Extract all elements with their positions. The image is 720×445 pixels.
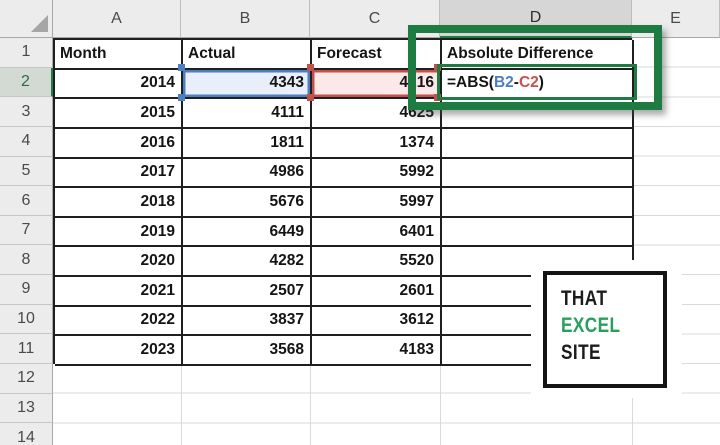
row-header-6[interactable]: 6: [0, 186, 53, 216]
cell-D3[interactable]: [442, 99, 634, 129]
select-all-button[interactable]: [0, 0, 53, 38]
logo-box: THAT EXCEL SITE: [543, 271, 667, 388]
cell-B2[interactable]: 4343: [183, 69, 312, 100]
row-header-12[interactable]: 12: [0, 364, 53, 394]
cell-C7[interactable]: 6401: [312, 217, 442, 248]
row-header-9[interactable]: 9: [0, 275, 53, 305]
active-cell-border: [437, 64, 637, 100]
cell-C10[interactable]: 3612: [312, 306, 442, 337]
cell-B1[interactable]: Actual: [183, 40, 312, 70]
cell-B8[interactable]: 4282: [183, 247, 312, 277]
cell-D5[interactable]: [442, 158, 634, 189]
selection-handle: [306, 64, 314, 72]
row-header-4[interactable]: 4: [0, 126, 53, 157]
cell-D6[interactable]: [442, 188, 634, 218]
row-header-1[interactable]: 1: [0, 38, 53, 68]
watermark-logo: THAT EXCEL SITE: [531, 260, 682, 398]
selection-handle: [177, 64, 185, 72]
formula-ref1: B2: [493, 74, 514, 92]
formula-suffix: ): [538, 74, 544, 92]
cell-A5[interactable]: 2017: [55, 158, 183, 189]
row-header-11[interactable]: 11: [0, 334, 53, 365]
logo-line-3: SITE: [561, 341, 601, 364]
row-header-3[interactable]: 3: [0, 97, 53, 127]
cell-D1[interactable]: Absolute Difference: [442, 40, 634, 70]
cell-A2[interactable]: 2014: [55, 69, 183, 100]
row-header-10[interactable]: 10: [0, 304, 53, 335]
cell-B9[interactable]: 2507: [183, 277, 312, 307]
select-all-triangle-icon: [31, 15, 48, 32]
cell-A9[interactable]: 2021: [55, 277, 183, 307]
formula-prefix: =ABS(: [447, 74, 494, 92]
row-header-8[interactable]: 8: [0, 245, 53, 276]
cell-C8[interactable]: 5520: [312, 247, 442, 277]
cell-C9[interactable]: 2601: [312, 277, 442, 307]
cell-C11[interactable]: 4183: [312, 336, 442, 366]
cell-A1[interactable]: Month: [55, 40, 183, 70]
row-header-7[interactable]: 7: [0, 215, 53, 246]
cell-A11[interactable]: 2023: [55, 336, 183, 366]
cell-B11[interactable]: 3568: [183, 336, 312, 366]
selection-handle: [306, 93, 314, 101]
logo-line-1: THAT: [561, 287, 608, 310]
row-header-14[interactable]: 14: [0, 423, 53, 445]
formula-operator: -: [513, 74, 519, 92]
cell-A4[interactable]: 2016: [55, 128, 183, 159]
cell-A6[interactable]: 2018: [55, 188, 183, 218]
column-header-a[interactable]: A: [53, 0, 181, 38]
cell-A8[interactable]: 2020: [55, 247, 183, 277]
cell-B4[interactable]: 1811: [183, 128, 312, 159]
row-header-5[interactable]: 5: [0, 156, 53, 187]
cell-D7[interactable]: [442, 217, 634, 248]
logo-line-2: EXCEL: [561, 314, 621, 337]
cell-A3[interactable]: 2015: [55, 99, 183, 129]
annotation-highlight-box: [408, 25, 662, 110]
cell-C1[interactable]: Forecast: [312, 40, 442, 70]
row-header-13[interactable]: 13: [0, 393, 53, 424]
cell-B5[interactable]: 4986: [183, 158, 312, 189]
cell-D4[interactable]: [442, 128, 634, 159]
cell-B3[interactable]: 4111: [183, 99, 312, 129]
selection-handle: [177, 93, 185, 101]
cell-C5[interactable]: 5992: [312, 158, 442, 189]
cell-A10[interactable]: 2022: [55, 306, 183, 337]
cell-C6[interactable]: 5997: [312, 188, 442, 218]
column-header-b[interactable]: B: [181, 0, 310, 38]
cell-C4[interactable]: 1374: [312, 128, 442, 159]
formula-ref2: C2: [518, 74, 539, 92]
cell-B10[interactable]: 3837: [183, 306, 312, 337]
cell-A7[interactable]: 2019: [55, 217, 183, 248]
cell-B6[interactable]: 5676: [183, 188, 312, 218]
row-header-2[interactable]: 2: [0, 67, 53, 98]
cell-B7[interactable]: 6449: [183, 217, 312, 248]
